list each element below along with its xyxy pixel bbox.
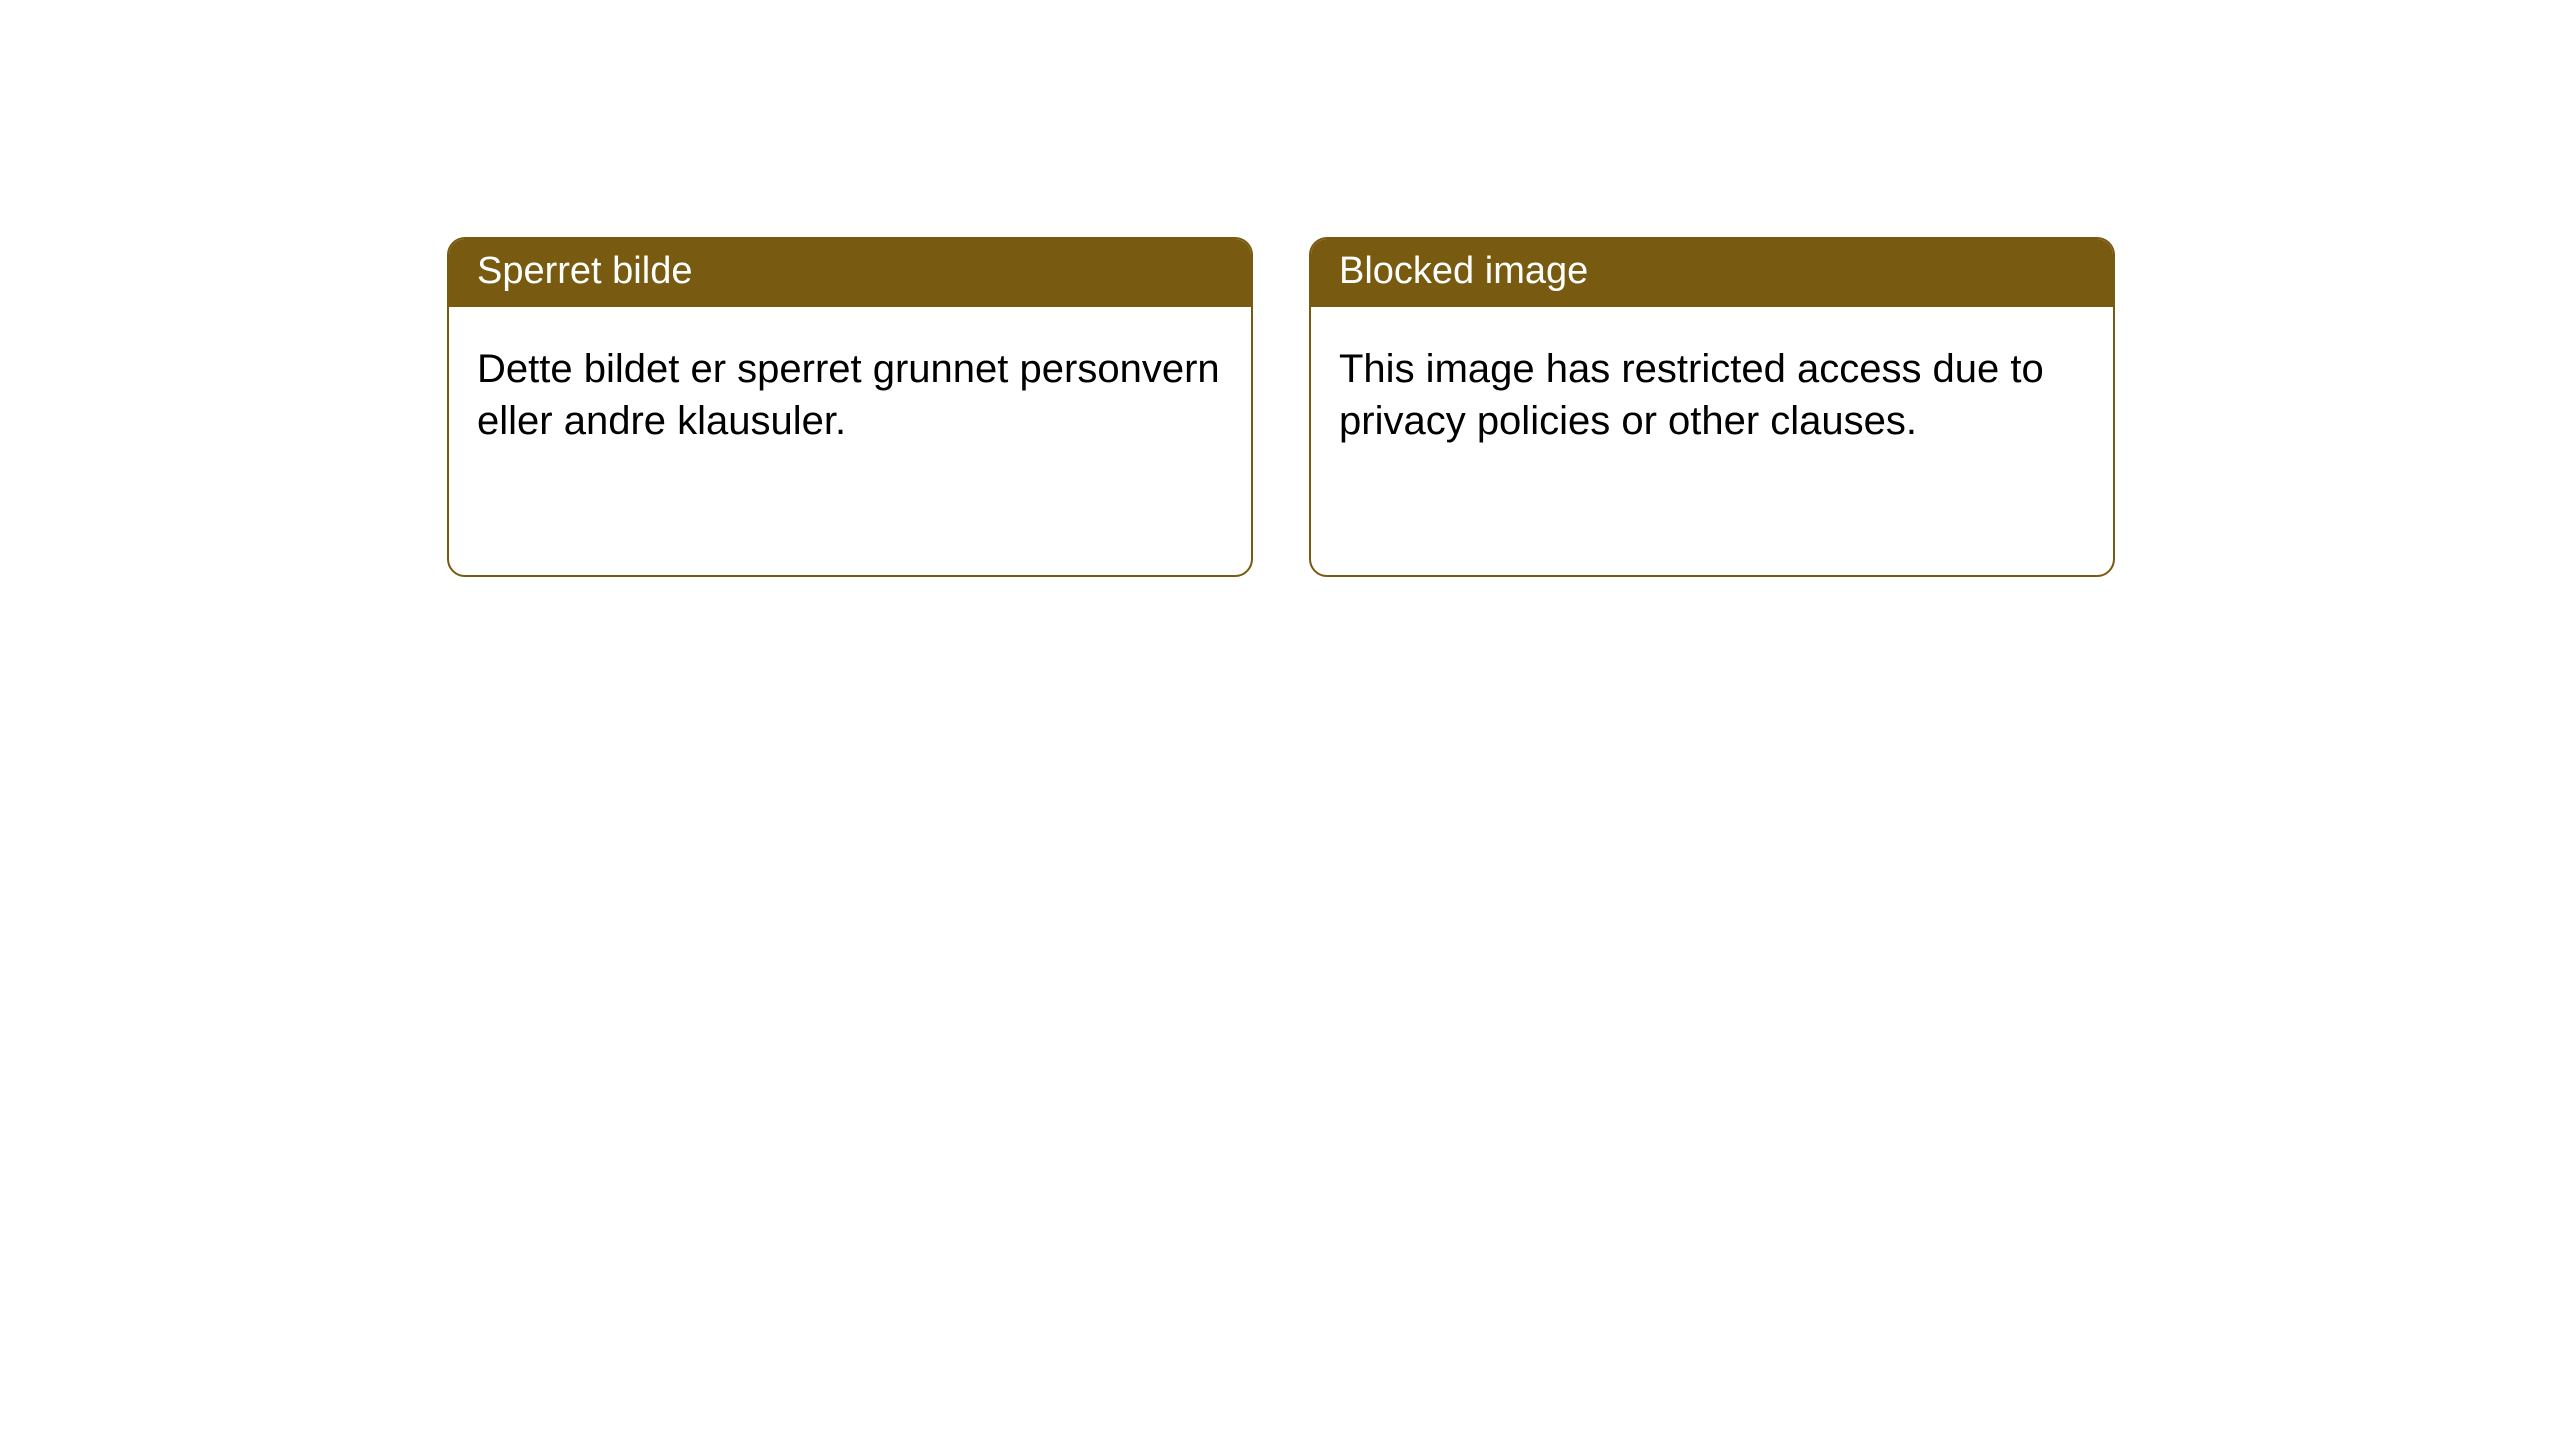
notice-card-body: This image has restricted access due to … xyxy=(1311,307,2113,475)
notice-card-body: Dette bildet er sperret grunnet personve… xyxy=(449,307,1251,475)
notice-container: Sperret bilde Dette bildet er sperret gr… xyxy=(447,237,2115,577)
notice-card-english: Blocked image This image has restricted … xyxy=(1309,237,2115,577)
notice-card-title: Sperret bilde xyxy=(449,239,1251,307)
notice-card-title: Blocked image xyxy=(1311,239,2113,307)
notice-card-norwegian: Sperret bilde Dette bildet er sperret gr… xyxy=(447,237,1253,577)
